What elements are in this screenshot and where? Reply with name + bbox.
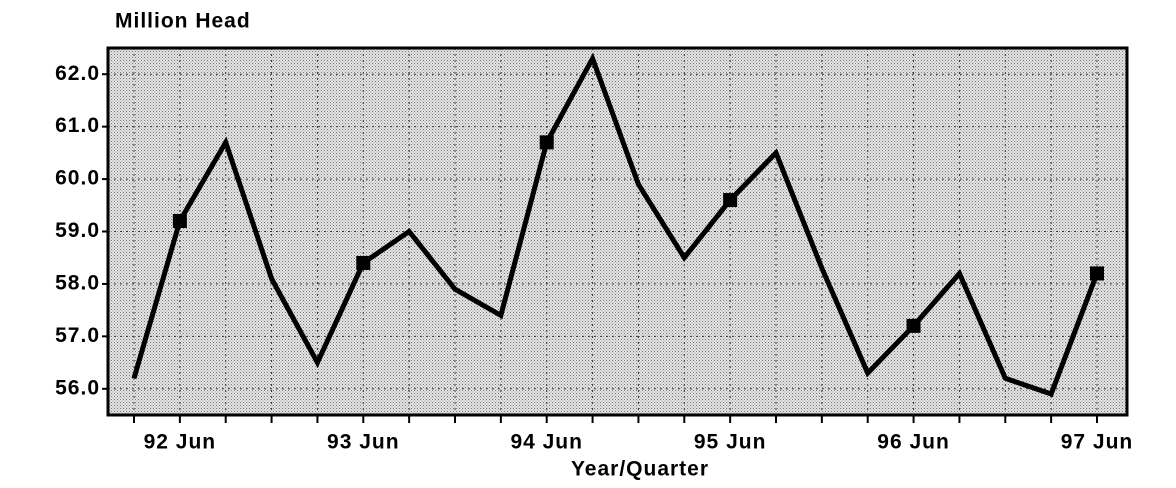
plot-frame: [106, 46, 1129, 417]
y-tick-label: 59.0: [55, 219, 100, 242]
y-tick-label: 62.0: [55, 62, 100, 85]
marker: [172, 214, 187, 229]
marker: [539, 135, 554, 150]
y-tick-label: 60.0: [55, 167, 100, 190]
x-axis-label: Year/Quarter: [571, 458, 709, 481]
y-tick-label: 61.0: [55, 114, 100, 137]
y-tick-label: 57.0: [55, 324, 100, 347]
chart-title: Million Head: [115, 10, 251, 33]
x-tick-label: 93 Jun: [327, 431, 400, 454]
marker: [723, 193, 738, 208]
marker: [356, 255, 371, 270]
y-tick-label: 58.0: [55, 271, 100, 294]
x-tick-label: 94 Jun: [510, 431, 583, 454]
x-tick-label: 97 Jun: [1061, 431, 1134, 454]
x-tick-label: 92 Jun: [144, 431, 217, 454]
plot-background: [108, 48, 1127, 415]
marker: [1090, 266, 1104, 281]
y-tick-label: 56.0: [55, 376, 100, 399]
x-tick-label: 95 Jun: [694, 431, 767, 454]
marker: [906, 318, 921, 333]
x-tick-label: 96 Jun: [877, 431, 950, 454]
line: [131, 52, 1100, 398]
